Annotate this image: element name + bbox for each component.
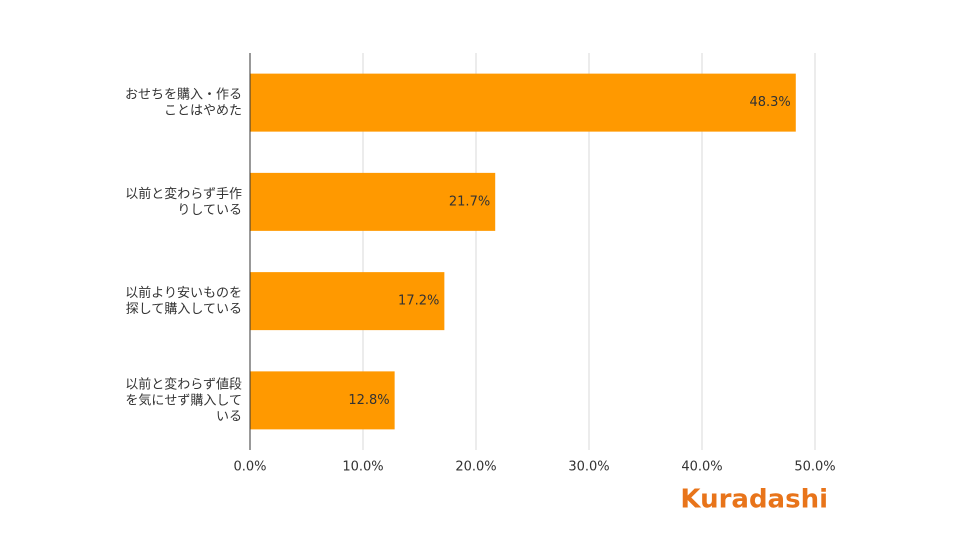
x-tick-label: 10.0%: [342, 460, 383, 475]
y-tick-label: 以前より安いものを探して購入している: [125, 285, 242, 317]
x-tick-label: 50.0%: [794, 460, 835, 475]
data-label: 17.2%: [398, 294, 439, 309]
data-label: 48.3%: [749, 95, 790, 110]
bar: [250, 172, 496, 231]
bar: [250, 371, 395, 430]
x-tick-label: 30.0%: [568, 460, 609, 475]
data-label: 21.7%: [449, 194, 490, 209]
x-tick-label: 40.0%: [681, 460, 722, 475]
y-tick-label: 以前と変わらず手作りしている: [125, 185, 242, 217]
brand-logo: Kuradashi: [680, 485, 828, 515]
x-tick-label: 20.0%: [455, 460, 496, 475]
y-tick-label: おせちを購入・作ることはやめた: [125, 87, 242, 118]
bar: [250, 272, 445, 331]
data-label: 12.8%: [348, 393, 389, 408]
x-tick-label: 0.0%: [233, 460, 266, 475]
y-tick-label: 以前と変わらず値段を気にせず購入している: [125, 376, 242, 424]
bar: [250, 73, 796, 132]
